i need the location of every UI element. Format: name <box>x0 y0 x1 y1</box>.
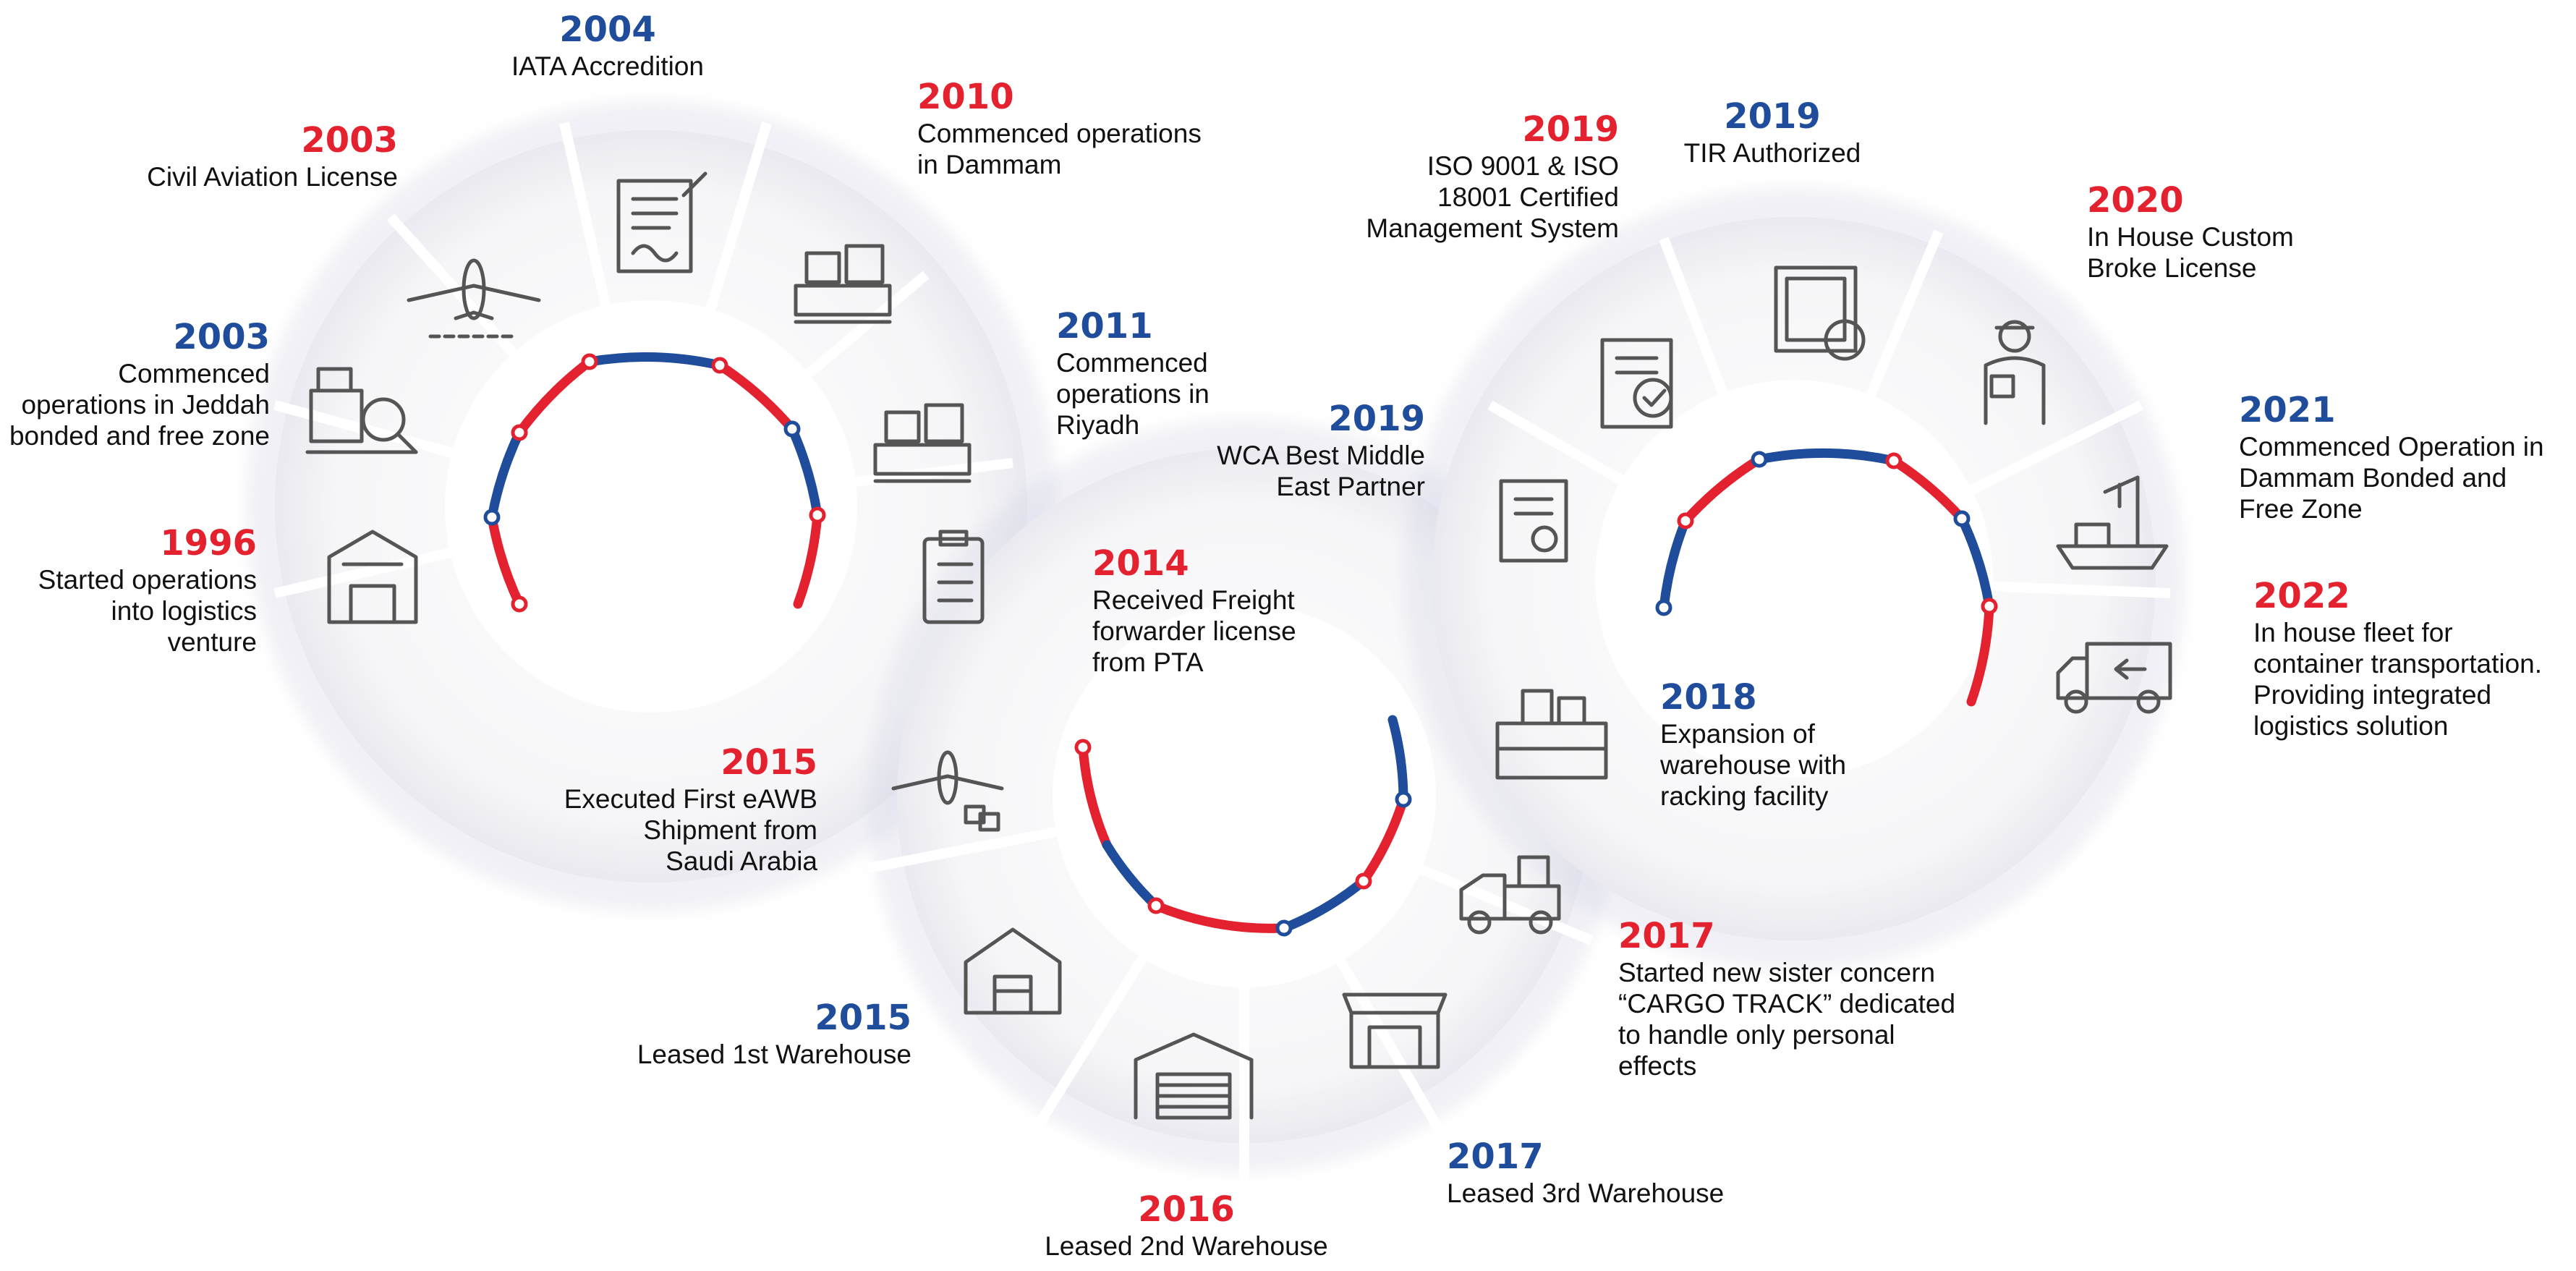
airplane-cargo-icon <box>891 750 1004 832</box>
document-sign-icon <box>616 171 707 273</box>
milestone-year: 2021 <box>2239 390 2336 430</box>
milestone-1996-logistics: 1996 Started operations into logistics v… <box>0 522 257 658</box>
milestone-text: Commenced operations in Jeddah bonded an… <box>9 359 270 451</box>
milestone-text: In House Custom Broke License <box>2087 222 2294 283</box>
milestone-year: 1996 <box>160 523 257 564</box>
milestone-text: Commenced operations in Riyadh <box>1056 348 1210 440</box>
milestone-text: Started new sister concern “CARGO TRACK”… <box>1618 958 1956 1081</box>
milestone-text: Leased 3rd Warehouse <box>1447 1178 1725 1208</box>
milestone-2018-racking: 2018 Expansion of warehouse with racking… <box>1660 676 1921 812</box>
milestone-2004-iata: 2004 IATA Accredition <box>456 9 760 82</box>
milestone-year: 2017 <box>1618 916 1715 956</box>
milestone-2019-tir: 2019 TIR Authorized <box>1649 95 1895 169</box>
milestone-year: 2015 <box>720 742 817 783</box>
milestone-2017-cargo-track: 2017 Started new sister concern “CARGO T… <box>1618 915 2023 1081</box>
milestone-year: 2003 <box>301 120 398 161</box>
delivery-truck-icon <box>2056 642 2172 714</box>
milestone-text: IATA Accredition <box>511 51 704 81</box>
milestone-2010-dammam: 2010 Commenced operations in Dammam <box>917 76 1250 180</box>
milestone-year: 2014 <box>1092 543 1189 584</box>
warehouse-shop-icon <box>1342 992 1448 1069</box>
milestone-year: 2004 <box>559 9 656 50</box>
milestone-2022-fleet: 2022 In house fleet for container transp… <box>2253 575 2572 741</box>
milestone-year: 2019 <box>1328 399 1425 439</box>
cargo-inspect-icon <box>305 367 418 454</box>
garage-icon <box>1134 1032 1254 1120</box>
milestone-text: Received Freight forwarder license from … <box>1092 585 1296 677</box>
milestone-text: In house fleet for container transportat… <box>2253 618 2543 741</box>
milestone-text: Leased 1st Warehouse <box>637 1040 911 1069</box>
ring-1-nodes <box>483 353 826 613</box>
milestone-text: WCA Best Middle East Partner <box>1217 441 1425 501</box>
milestone-text: Leased 2nd Warehouse <box>1045 1231 1328 1261</box>
ring-3-nodes <box>1655 451 1998 616</box>
milestone-text: Executed First eAWB Shipment from Saudi … <box>564 784 817 876</box>
milestone-year: 2018 <box>1660 677 1757 718</box>
milestone-2003-civil-aviation: 2003 Civil Aviation License <box>109 119 398 192</box>
racking-icon <box>1495 689 1608 780</box>
ring-2-nodes <box>1074 739 1412 937</box>
office-desk-icon <box>873 403 972 483</box>
milestone-year: 2017 <box>1447 1136 1544 1177</box>
milestone-text: ISO 9001 & ISO 18001 Certified Managemen… <box>1366 151 1619 243</box>
milestone-2003-jeddah: 2003 Commenced operations in Jeddah bond… <box>0 316 270 451</box>
certificate-icon <box>1499 479 1568 563</box>
certified-doc-icon <box>1600 338 1673 429</box>
warehouse-icon <box>964 927 1062 1015</box>
milestone-year: 2011 <box>1056 306 1153 347</box>
milestone-2019-wca: 2019 WCA Best Middle East Partner <box>1157 398 1425 502</box>
milestone-2011-riyadh: 2011 Commenced operations in Riyadh <box>1056 305 1317 441</box>
milestone-2016-warehouse-2: 2016 Leased 2nd Warehouse <box>1013 1189 1360 1262</box>
milestone-year: 2022 <box>2253 576 2350 616</box>
milestone-2014-freight-license: 2014 Received Freight forwarder license … <box>1092 543 1353 678</box>
milestone-year: 2016 <box>1138 1189 1235 1230</box>
clipboard-icon <box>922 530 985 624</box>
tile-separators <box>273 121 2171 1186</box>
milestone-year: 2015 <box>815 998 911 1038</box>
milestone-2017-warehouse-3: 2017 Leased 3rd Warehouse <box>1447 1136 1780 1209</box>
milestone-text: TIR Authorized <box>1683 138 1861 168</box>
milestone-2021-dammam-bonded: 2021 Commenced Operation in Dammam Bonde… <box>2239 389 2572 524</box>
logistics-building-icon <box>327 530 418 624</box>
milestone-2015-warehouse-1: 2015 Leased 1st Warehouse <box>579 997 911 1070</box>
milestone-year: 2020 <box>2087 180 2184 221</box>
ship-crane-icon <box>2056 475 2169 570</box>
customs-officer-icon <box>1984 320 2046 425</box>
milestone-text: Commenced operations in Dammam <box>917 119 1202 179</box>
seal-certificate-icon <box>1774 265 1866 361</box>
office-desk-icon <box>794 244 892 324</box>
milestone-year: 2019 <box>1522 109 1619 150</box>
milestone-2019-iso: 2019 ISO 9001 & ISO 18001 Certified Mana… <box>1317 109 1619 244</box>
milestone-2015-eawb: 2015 Executed First eAWB Shipment from S… <box>506 741 817 877</box>
milestone-year: 2003 <box>173 317 270 357</box>
milestone-year: 2019 <box>1724 96 1821 137</box>
milestone-text: Civil Aviation License <box>147 162 398 192</box>
airplane-icon <box>407 258 541 339</box>
milestone-text: Commenced Operation in Dammam Bonded and… <box>2239 432 2544 524</box>
milestone-year: 2010 <box>917 77 1014 117</box>
truck-boxes-icon <box>1459 855 1561 935</box>
milestone-text: Expansion of warehouse with racking faci… <box>1660 719 1847 811</box>
milestone-text: Started operations into logistics ventur… <box>38 565 257 657</box>
milestone-2020-custom-broke: 2020 In House Custom Broke License <box>2087 179 2362 284</box>
